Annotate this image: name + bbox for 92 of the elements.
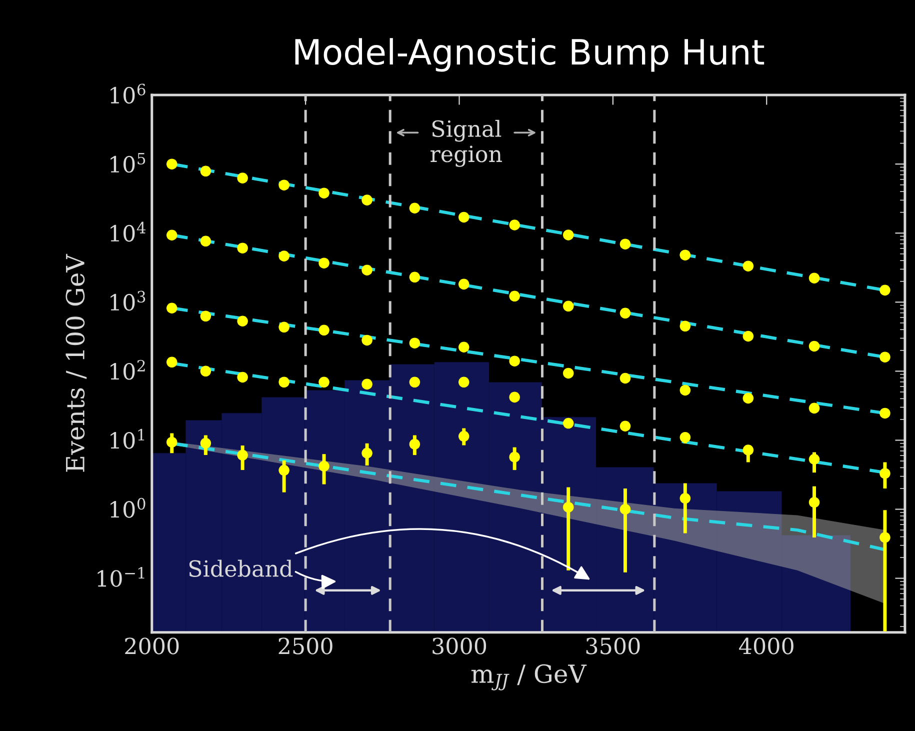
point <box>362 264 372 276</box>
point <box>200 310 212 322</box>
point <box>620 308 631 319</box>
point <box>458 342 470 353</box>
point <box>278 180 290 190</box>
x-tick-label: 3000 <box>432 638 486 654</box>
point <box>680 250 691 260</box>
point <box>409 272 420 283</box>
point <box>409 338 420 348</box>
x-axis-title: m$_{JJ}$ / GeV <box>471 664 587 690</box>
point <box>808 340 820 352</box>
point <box>458 430 470 442</box>
point <box>166 436 178 448</box>
point <box>620 420 631 432</box>
y-tick-label: 10$^{5}$ <box>110 152 146 173</box>
point <box>458 212 470 223</box>
y-tick-label: 10$^{4}$ <box>110 222 146 242</box>
point <box>237 372 248 383</box>
point <box>680 432 691 443</box>
point <box>200 236 212 247</box>
point <box>237 316 248 326</box>
point <box>620 238 631 250</box>
point <box>509 452 520 462</box>
point <box>237 242 248 254</box>
point <box>562 300 574 312</box>
point <box>680 492 691 504</box>
point <box>237 450 248 461</box>
point <box>362 378 372 390</box>
point <box>808 402 820 414</box>
point <box>278 322 290 333</box>
point <box>166 302 178 314</box>
point <box>562 418 574 429</box>
point <box>562 368 574 379</box>
point <box>200 166 212 177</box>
point <box>318 460 330 472</box>
point <box>318 324 330 336</box>
point <box>680 384 691 396</box>
y-tick-label: 10$^{2}$ <box>110 360 145 380</box>
y-tick-label: 10$^{6}$ <box>110 84 146 104</box>
point <box>562 230 574 240</box>
point <box>742 260 754 272</box>
chart-title: Model-Agnostic Bump Hunt <box>295 38 764 72</box>
point <box>620 372 631 384</box>
y-tick-label: 10$^{−1}$ <box>98 566 144 587</box>
point <box>880 284 890 296</box>
point <box>742 330 754 342</box>
point <box>808 454 820 465</box>
point <box>509 220 520 230</box>
point <box>278 464 290 476</box>
point <box>278 250 290 262</box>
x-tick-label: 3500 <box>586 638 640 654</box>
point <box>409 376 420 388</box>
point <box>200 366 212 377</box>
point <box>880 532 890 543</box>
point <box>808 272 820 284</box>
point <box>808 496 820 508</box>
point <box>409 438 420 450</box>
point <box>362 334 372 346</box>
point <box>880 408 890 419</box>
annotation: Signal region <box>430 120 502 167</box>
point <box>680 320 691 332</box>
point <box>166 356 178 368</box>
point <box>509 392 520 403</box>
point <box>278 376 290 388</box>
y-tick-label: 10$^{1}$ <box>110 428 144 449</box>
y-tick-label: 10$^{0}$ <box>110 498 146 518</box>
point <box>318 258 330 268</box>
y-tick-label: 10$^{3}$ <box>110 290 146 311</box>
point <box>880 468 890 479</box>
point <box>166 230 178 240</box>
x-tick-label: 2000 <box>125 638 179 654</box>
point <box>509 356 520 366</box>
point <box>237 172 248 184</box>
point <box>362 194 372 206</box>
point <box>562 502 574 513</box>
point <box>409 202 420 214</box>
point <box>620 504 631 515</box>
point <box>742 392 754 404</box>
point <box>318 376 330 388</box>
point <box>166 158 178 170</box>
point <box>880 352 890 362</box>
x-tick-label: 2500 <box>278 638 332 654</box>
y-axis-title: Events / 100 GeV <box>66 254 87 472</box>
point <box>362 448 372 459</box>
point <box>458 376 470 388</box>
point <box>318 188 330 198</box>
point <box>742 444 754 456</box>
point <box>200 438 212 449</box>
x-tick-label: 4000 <box>739 638 794 654</box>
point <box>458 278 470 290</box>
annotation: Sideband <box>189 560 293 577</box>
point <box>509 290 520 302</box>
